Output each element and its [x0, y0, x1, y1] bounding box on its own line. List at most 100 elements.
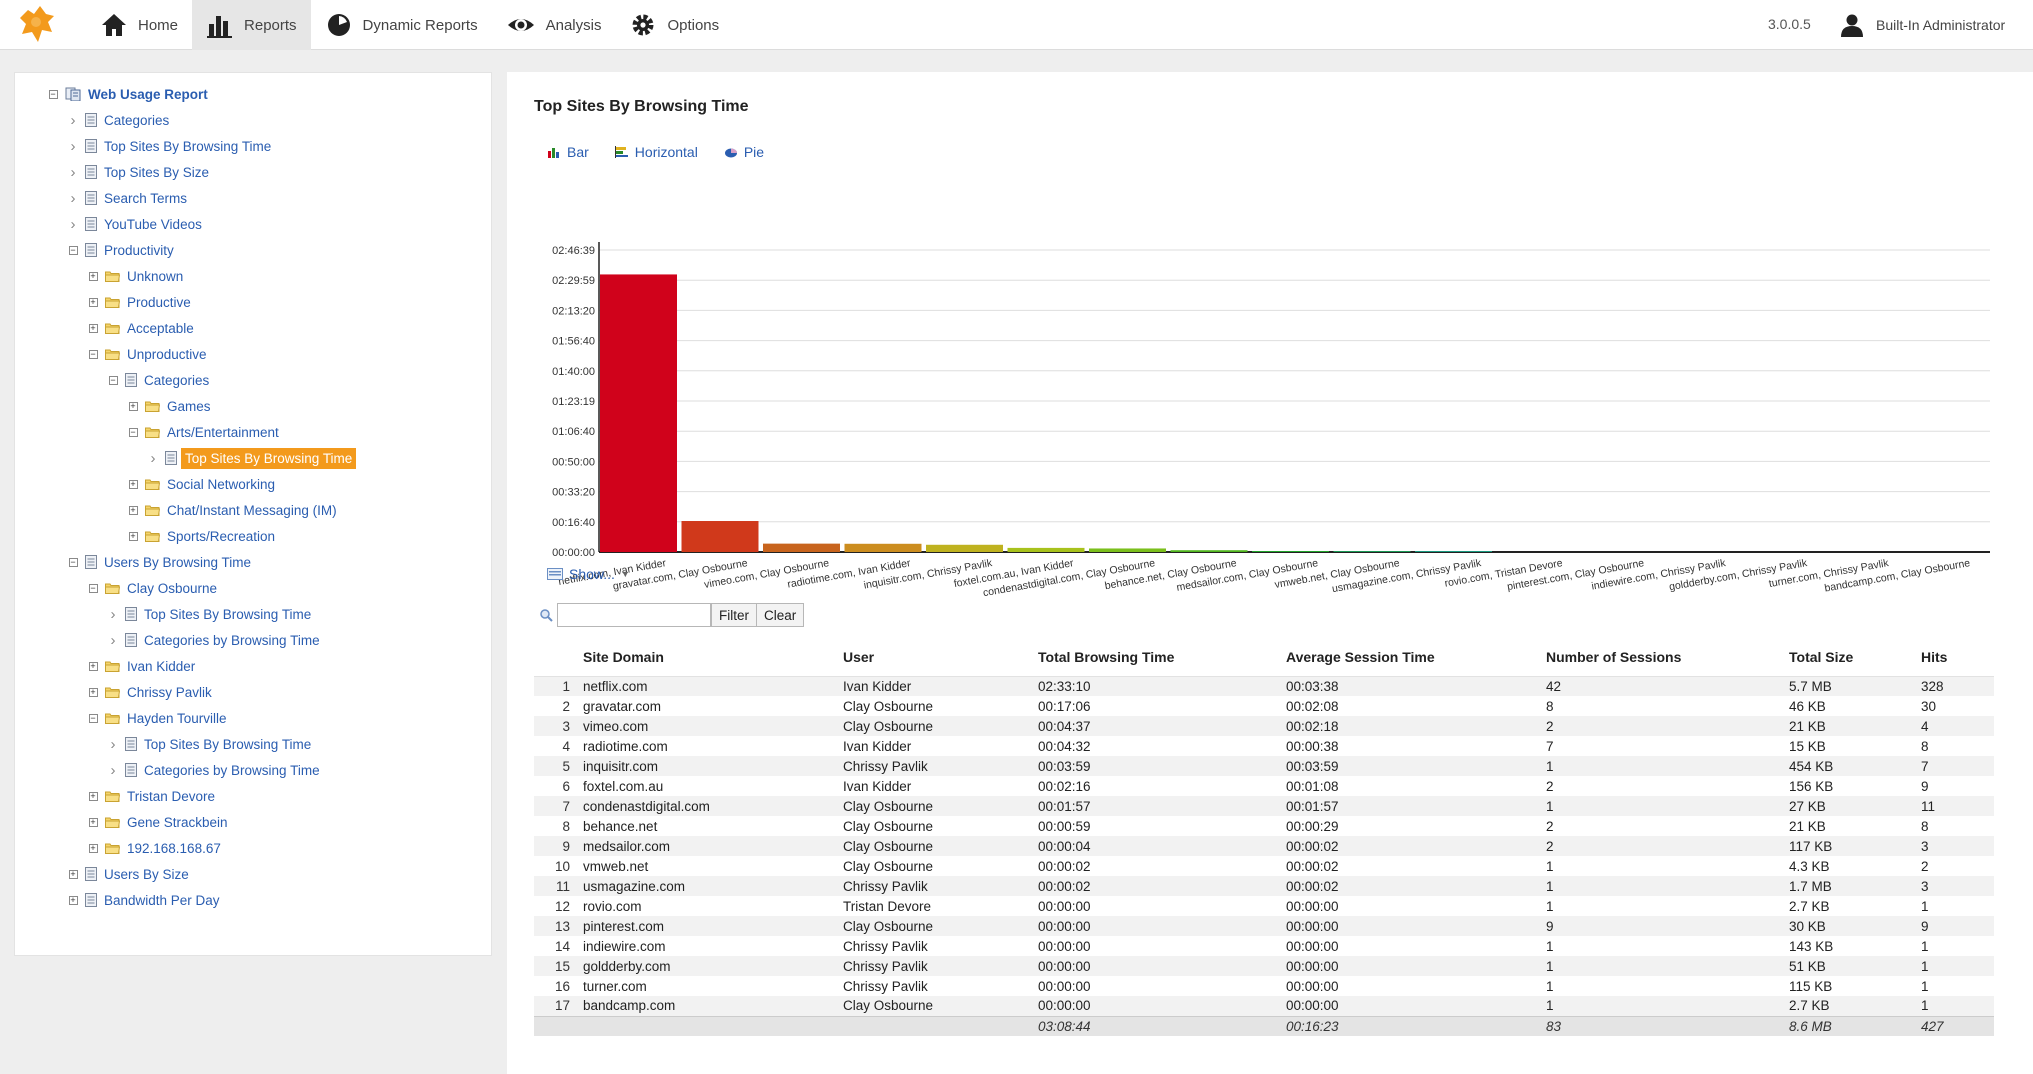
filter-button[interactable]: Filter	[711, 603, 757, 627]
col-total-size[interactable]: Total Size	[1784, 638, 1916, 677]
expand-icon[interactable]: +	[85, 661, 101, 671]
tree-item[interactable]: − Categories	[105, 369, 212, 391]
tree-item[interactable]: › Top Sites By Browsing Time	[65, 135, 274, 157]
tree-item[interactable]: − Productivity	[65, 239, 177, 261]
tree-item[interactable]: › Categories by Browsing Time	[105, 759, 323, 781]
tree-item[interactable]: › Categories by Browsing Time	[105, 629, 323, 651]
tree-item[interactable]: + Unknown	[85, 265, 186, 287]
chart-bar[interactable]	[763, 543, 840, 552]
col-site-domain[interactable]: Site Domain	[578, 638, 838, 677]
tree-item[interactable]: + Social Networking	[125, 473, 278, 495]
collapse-icon[interactable]: −	[65, 245, 81, 255]
table-row[interactable]: 8 behance.net Clay Osbourne 00:00:59 00:00:2…	[534, 816, 1994, 836]
chart-bar[interactable]	[844, 543, 922, 552]
chevron-right-icon[interactable]: ›	[70, 189, 76, 207]
nav-home[interactable]: Home	[86, 0, 192, 50]
expand-icon[interactable]: +	[85, 297, 101, 307]
tree-item[interactable]: › YouTube Videos	[65, 213, 205, 235]
show-columns-dropdown[interactable]: Show... ▼	[547, 566, 630, 582]
chevron-right-icon[interactable]: ›	[70, 111, 76, 129]
table-row[interactable]: 7 condenastdigital.com Clay Osbourne 00:01:…	[534, 796, 1994, 816]
tree-item[interactable]: − Users By Browsing Time	[65, 551, 254, 573]
user-menu[interactable]: Built-In Administrator	[1840, 0, 2005, 50]
expand-icon[interactable]: +	[85, 817, 101, 827]
collapse-icon[interactable]: −	[125, 427, 141, 437]
nav-analysis[interactable]: Analysis	[492, 0, 616, 50]
tree-item[interactable]: + Tristan Devore	[85, 785, 218, 807]
tree-item[interactable]: − Arts/Entertainment	[125, 421, 282, 443]
collapse-icon[interactable]: −	[85, 583, 101, 593]
expand-icon[interactable]: +	[85, 843, 101, 853]
expand-icon[interactable]: +	[65, 895, 81, 905]
clear-button[interactable]: Clear	[757, 603, 805, 627]
col-number-of-sessions[interactable]: Number of Sessions	[1541, 638, 1784, 677]
app-logo-icon[interactable]	[14, 4, 60, 46]
collapse-icon[interactable]: −	[45, 89, 61, 99]
tree-item[interactable]: › Search Terms	[65, 187, 190, 209]
nav-options[interactable]: Options	[615, 0, 733, 50]
expand-icon[interactable]: +	[125, 479, 141, 489]
table-row[interactable]: 10 vmweb.net Clay Osbourne 00:00:02 00:00:02…	[534, 856, 1994, 876]
chevron-right-icon[interactable]: ›	[150, 449, 156, 467]
tree-item[interactable]: + Users By Size	[65, 863, 192, 885]
chevron-right-icon[interactable]: ›	[70, 163, 76, 181]
chevron-right-icon[interactable]: ›	[70, 215, 76, 233]
chart-bar[interactable]	[1007, 547, 1085, 552]
chevron-right-icon[interactable]: ›	[110, 631, 116, 649]
table-row[interactable]: 6 foxtel.com.au Ivan Kidder 00:02:16 00:01:0…	[534, 776, 1994, 796]
expand-icon[interactable]: +	[125, 505, 141, 515]
tree-item[interactable]: + Acceptable	[85, 317, 197, 339]
tree-item[interactable]: + Games	[125, 395, 214, 417]
tree-item[interactable]: + Productive	[85, 291, 194, 313]
expand-icon[interactable]: +	[85, 687, 101, 697]
table-row[interactable]: 4 radiotime.com Ivan Kidder 00:04:32 00:00:3…	[534, 736, 1994, 756]
table-row[interactable]: 3 vimeo.com Clay Osbourne 00:04:37 00:02:18 2…	[534, 716, 1994, 736]
collapse-icon[interactable]: −	[105, 375, 121, 385]
tree-item[interactable]: + Sports/Recreation	[125, 525, 278, 547]
table-row[interactable]: 12 rovio.com Tristan Devore 00:00:00 00:00:0…	[534, 896, 1994, 916]
tree-item[interactable]: − Unproductive	[85, 343, 210, 365]
col-average-session-time[interactable]: Average Session Time	[1281, 638, 1541, 677]
tree-item[interactable]: + Chat/Instant Messaging (IM)	[125, 499, 340, 521]
tree-item[interactable]: + Chrissy Pavlik	[85, 681, 215, 703]
tree-item[interactable]: − Clay Osbourne	[85, 577, 220, 599]
chevron-right-icon[interactable]: ›	[70, 137, 76, 155]
filter-input[interactable]	[557, 603, 711, 627]
col-hits[interactable]: Hits	[1916, 638, 1994, 677]
expand-icon[interactable]: +	[85, 323, 101, 333]
chevron-right-icon[interactable]: ›	[110, 761, 116, 779]
table-row[interactable]: 5 inquisitr.com Chrissy Pavlik 00:03:59 00:0…	[534, 756, 1994, 776]
table-row[interactable]: 13 pinterest.com Clay Osbourne 00:00:00 00:0…	[534, 916, 1994, 936]
table-row[interactable]: 2 gravatar.com Clay Osbourne 00:17:06 00:02:…	[534, 696, 1994, 716]
tree-item[interactable]: › Top Sites By Size	[65, 161, 212, 183]
chart-bar[interactable]	[1415, 551, 1492, 552]
chart-bar[interactable]	[1170, 550, 1248, 552]
expand-icon[interactable]: +	[125, 531, 141, 541]
table-row[interactable]: 15 goldderby.com Chrissy Pavlik 00:00:00 00:…	[534, 956, 1994, 976]
expand-icon[interactable]: +	[65, 869, 81, 879]
chart-tab-pie[interactable]: Pie	[724, 144, 764, 160]
table-row[interactable]: 11 usmagazine.com Chrissy Pavlik 00:00:02 00…	[534, 876, 1994, 896]
tree-item[interactable]: − Hayden Tourville	[85, 707, 230, 729]
table-row[interactable]: 9 medsailor.com Clay Osbourne 00:00:04 00:00…	[534, 836, 1994, 856]
expand-icon[interactable]: +	[125, 401, 141, 411]
table-row[interactable]: 14 indiewire.com Chrissy Pavlik 00:00:00 00:…	[534, 936, 1994, 956]
col-user[interactable]: User	[838, 638, 1033, 677]
chart-tab-bar[interactable]: Bar	[547, 144, 589, 160]
nav-reports[interactable]: Reports	[192, 0, 311, 50]
tree-item[interactable]: › Top Sites By Browsing Time	[145, 447, 357, 469]
table-row[interactable]: 1 netflix.com Ivan Kidder 02:33:10 00:03:38 4…	[534, 676, 1994, 696]
nav-dynamic-reports[interactable]: Dynamic Reports	[311, 0, 492, 50]
tree-item[interactable]: + Bandwidth Per Day	[65, 889, 223, 911]
collapse-icon[interactable]: −	[85, 713, 101, 723]
tree-item[interactable]: +192.168.168.67	[85, 837, 224, 859]
collapse-icon[interactable]: −	[85, 349, 101, 359]
table-row[interactable]: 17 bandcamp.com Clay Osbourne 00:00:00 00:00…	[534, 996, 1994, 1016]
chart-bar[interactable]	[1333, 551, 1411, 552]
chevron-right-icon[interactable]: ›	[110, 605, 116, 623]
collapse-icon[interactable]: −	[65, 557, 81, 567]
tree-item[interactable]: › Categories	[65, 109, 172, 131]
chart-tab-horizontal[interactable]: Horizontal	[614, 144, 698, 160]
tree-item[interactable]: − Web Usage Report	[45, 83, 211, 105]
tree-item[interactable]: › Top Sites By Browsing Time	[105, 603, 314, 625]
